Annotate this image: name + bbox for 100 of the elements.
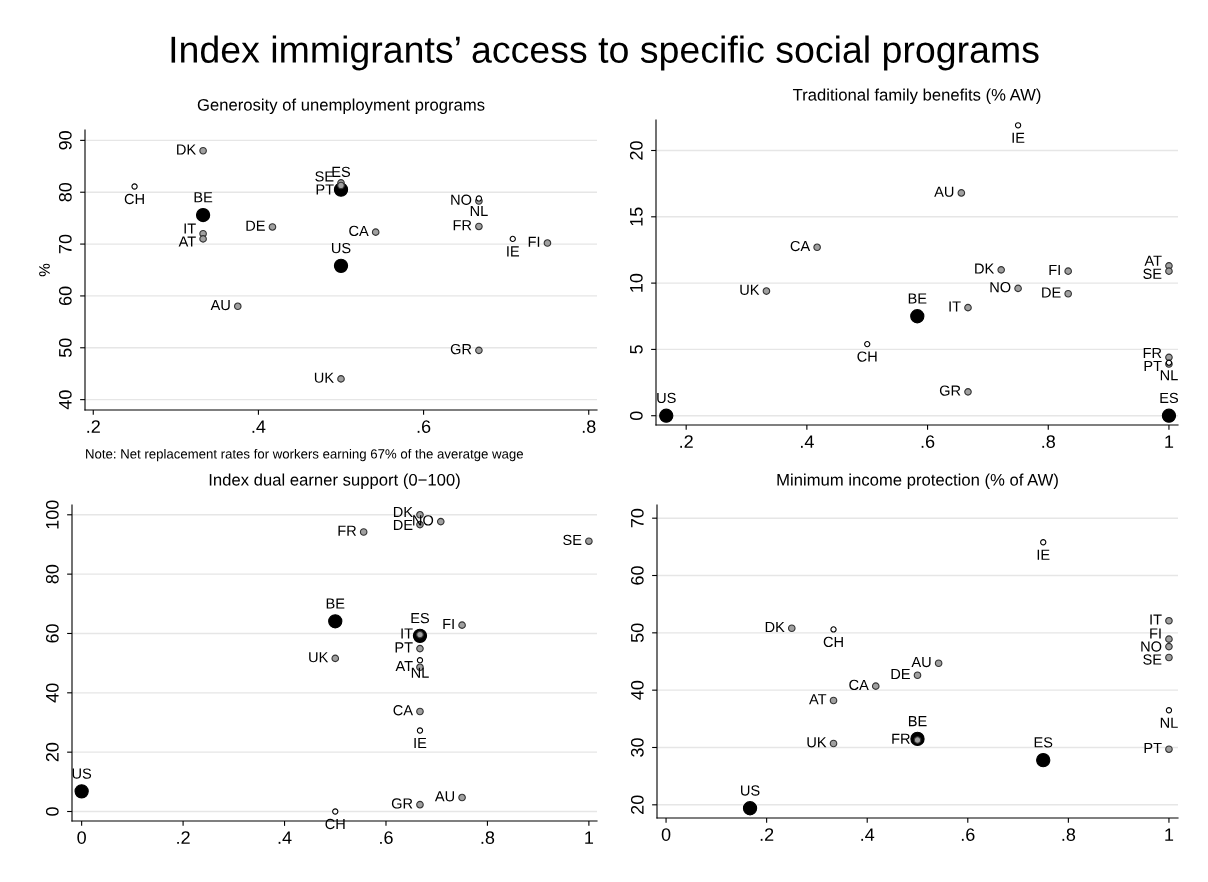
annotation: ES — [1034, 737, 1053, 748]
annotation: CH — [124, 193, 144, 205]
annotation: FR — [892, 733, 910, 744]
annotation: DK — [393, 506, 413, 517]
text: Note: Net replacement rates for workers earning 67% of the averatge wage — [86, 448, 523, 462]
annotation: FR — [338, 525, 357, 536]
y-tick-label: 30 — [630, 738, 644, 757]
x-tick-label: .8 — [1042, 435, 1055, 448]
annotation: IT — [1150, 614, 1162, 625]
annotation: CH — [325, 818, 345, 830]
y-tick-label: 70 — [630, 508, 644, 528]
x-tick-label: .4 — [278, 831, 292, 844]
annotation: BE — [908, 293, 927, 304]
annotation: AT — [809, 694, 827, 705]
annotation: BE — [908, 716, 927, 727]
annotation: DE — [1042, 287, 1061, 298]
annotation: CA — [393, 705, 413, 716]
annotation: AU — [934, 186, 954, 197]
annotation: PT — [395, 642, 413, 653]
annotation: NO — [413, 515, 434, 526]
annotation: IT — [401, 628, 413, 639]
annotation: SE — [315, 171, 334, 182]
annotation: CH — [823, 636, 843, 648]
annotation: AT — [395, 661, 413, 672]
annotation: AT — [1144, 255, 1162, 266]
annotation: CA — [349, 225, 369, 237]
annotation: ES — [1160, 392, 1179, 404]
annotation: DE — [891, 669, 910, 680]
x-tick-label: .4 — [800, 435, 814, 448]
annotation: DK — [765, 621, 785, 633]
annotation: IE — [414, 737, 427, 749]
annotation: AU — [210, 300, 230, 311]
x-tick-label: .2 — [760, 828, 774, 841]
annotation: AU — [434, 791, 454, 802]
y-tick-label: 0 — [45, 807, 59, 816]
x-tick-label: .2 — [87, 420, 100, 433]
annotation: CA — [790, 240, 811, 252]
x-tick-label: 1 — [1165, 435, 1174, 448]
annotation: UK — [740, 284, 760, 295]
chart-title: Generosity of unemployment programs — [197, 98, 485, 115]
annotation: GR — [391, 798, 413, 809]
y-tick-label: 70 — [58, 234, 72, 254]
annotation: ES — [411, 612, 430, 624]
annotation: FI — [528, 236, 540, 247]
annotation: NL — [1160, 717, 1178, 728]
annotation: FI — [1049, 264, 1060, 275]
y-tick-label: 40 — [45, 683, 59, 703]
annotation: AU — [911, 656, 931, 668]
annotation: FR — [1143, 347, 1162, 358]
y-axis-title: % — [39, 263, 50, 277]
text: Index immigrants’ access to specific social programs — [171, 35, 1039, 71]
annotation: DK — [975, 263, 995, 274]
y-tick-label: 40 — [58, 390, 72, 410]
annotation: NL — [470, 205, 488, 216]
annotation: GR — [939, 385, 961, 396]
annotation: SE — [1143, 268, 1162, 279]
annotation: SE — [1143, 654, 1162, 665]
annotation: IE — [1012, 132, 1025, 143]
y-tick-label: 0 — [629, 411, 643, 421]
annotation: PT — [1144, 742, 1162, 753]
annotation: NL — [1160, 370, 1178, 381]
annotation: DE — [393, 519, 413, 530]
y-tick-label: 20 — [45, 742, 59, 762]
chart-title: Index dual earner support (0−100) — [209, 473, 460, 490]
y-tick-label: 100 — [45, 500, 59, 529]
x-tick-label: .8 — [481, 831, 495, 844]
annotation: NO — [990, 282, 1011, 293]
annotation: BE — [326, 598, 345, 609]
x-tick-label: .2 — [680, 435, 693, 448]
annotation: AT — [178, 236, 196, 247]
annotation: US — [741, 785, 760, 796]
x-tick-label: .6 — [961, 828, 975, 841]
annotation: DE — [246, 220, 265, 231]
x-tick-label: 0 — [661, 828, 671, 841]
annotation: PT — [316, 184, 334, 195]
y-tick-label: 50 — [58, 338, 72, 358]
annotation: UK — [807, 737, 827, 748]
annotation: CA — [849, 679, 869, 691]
annotation: PT — [1144, 360, 1162, 371]
y-tick-label: 80 — [58, 182, 72, 202]
x-tick-label: .4 — [252, 420, 266, 433]
y-tick-label: 50 — [630, 623, 644, 643]
x-tick-label: .6 — [417, 420, 431, 433]
y-tick-label: 10 — [629, 273, 643, 292]
annotation: US — [332, 242, 351, 254]
annotation: SE — [563, 534, 582, 546]
x-tick-label: .4 — [861, 828, 875, 841]
annotation: US — [657, 392, 676, 404]
chart-title: Traditional family benefits (% AW) — [792, 88, 1041, 105]
x-tick-label: 0 — [77, 831, 86, 844]
y-tick-label: 80 — [45, 564, 59, 584]
y-tick-label: 40 — [630, 680, 644, 700]
annotation: NL — [411, 667, 429, 678]
annotation: FI — [1150, 628, 1161, 639]
y-tick-label: 60 — [45, 624, 59, 643]
annotation: NO — [451, 194, 472, 205]
annotation: FI — [443, 618, 454, 629]
annotation: GR — [450, 343, 472, 355]
y-tick-label: 60 — [630, 566, 644, 585]
annotation: FR — [453, 220, 472, 231]
